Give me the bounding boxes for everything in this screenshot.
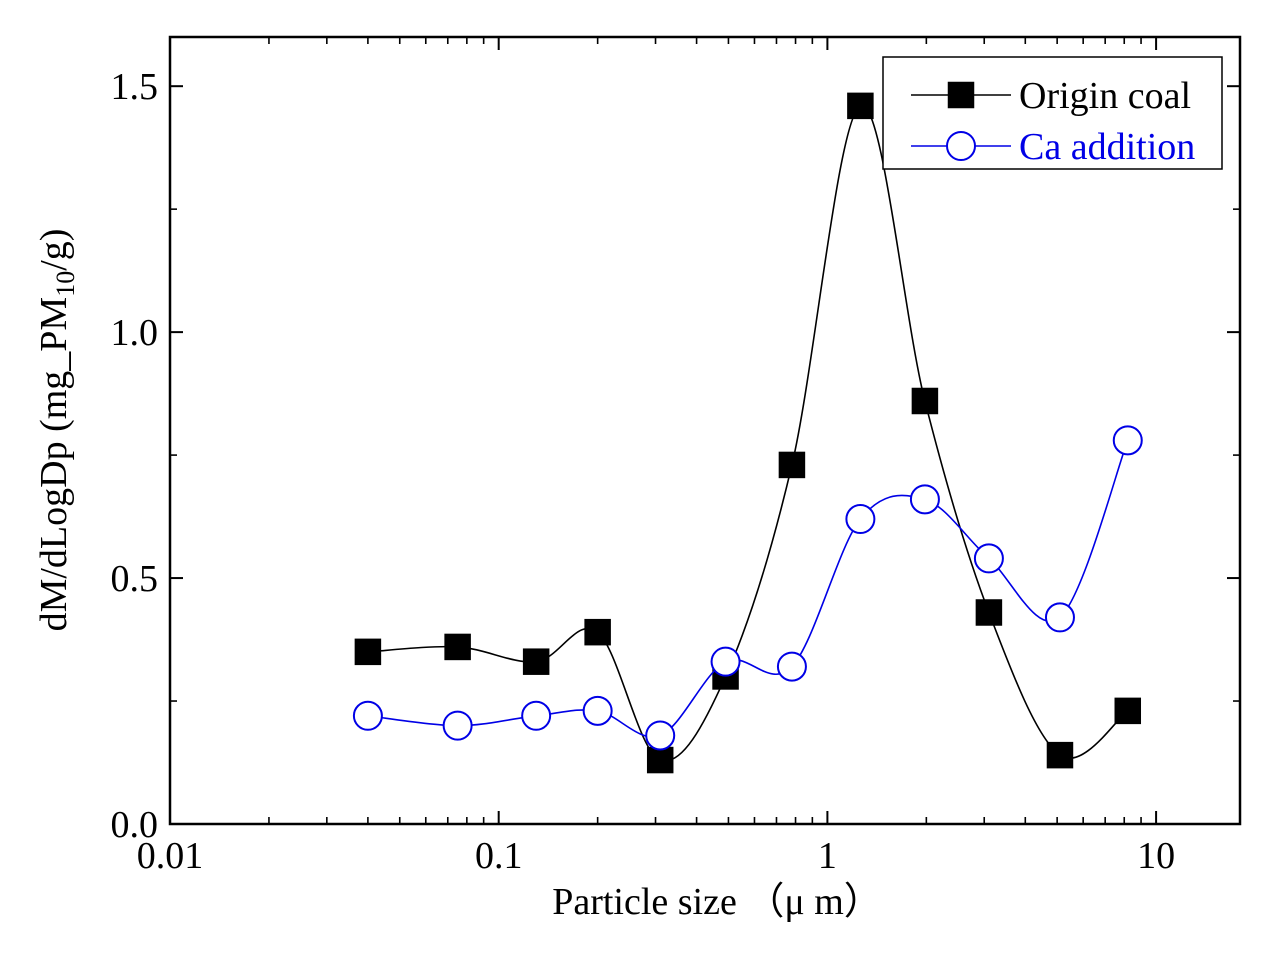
data-point [442,710,473,741]
data-point [847,92,874,120]
series-line [367,440,1129,738]
data-point [1044,602,1075,633]
data-point [909,484,940,515]
legend: Origin coal Ca addition [882,56,1223,170]
legend-label: Origin coal [1019,75,1191,117]
data-point [975,599,1003,626]
x-tick-label: 10 [1137,835,1175,877]
y-tick-label: 0.5 [111,558,159,600]
legend-marker [947,81,975,109]
data-point [911,387,939,415]
data-point [584,618,611,646]
data-point [1112,425,1143,456]
x-tick-label: 0.1 [475,835,523,877]
x-tick-label: 1 [818,835,837,877]
data-point [521,700,552,731]
y-axis-label-subscript: 10 [51,271,80,297]
legend-box [882,56,1223,170]
data-point [645,720,676,751]
data-point [1046,741,1074,769]
y-axis-label-tail: /g) [33,229,75,271]
y-axis-label: dM/dLogDp (mg_PM10/g) [33,229,80,632]
y-tick-label: 1.0 [111,312,159,354]
data-point [522,648,550,675]
data-point [776,651,807,682]
y-tick-label: 0.0 [111,804,159,846]
y-tick-label: 1.5 [111,66,159,108]
data-point [646,746,674,774]
y-axis-label-main: dM/dLogDp (mg_PM [33,297,75,632]
legend-item: Origin coal [911,75,1191,117]
series-layer [352,92,1143,774]
data-point [352,700,383,731]
series-ca-addition [352,425,1143,751]
legend-item: Ca addition [911,126,1195,168]
legend-marker [946,131,976,161]
data-point [354,638,382,666]
series-origin-coal [354,92,1142,774]
data-point [710,646,741,677]
data-point [444,633,471,661]
axis-ticks: 0.01 0.1 1 10 0.0 0.5 1.0 1.5 [111,37,1240,877]
legend-label: Ca addition [1019,126,1195,168]
x-tick-label: 0.01 [137,835,204,877]
data-point [582,695,613,726]
data-point [778,451,806,479]
data-point [973,543,1004,574]
data-point [845,504,876,535]
x-axis-label: Particle size （μ m） [552,881,882,923]
data-point [1114,697,1142,725]
plot-frame [168,35,1242,826]
